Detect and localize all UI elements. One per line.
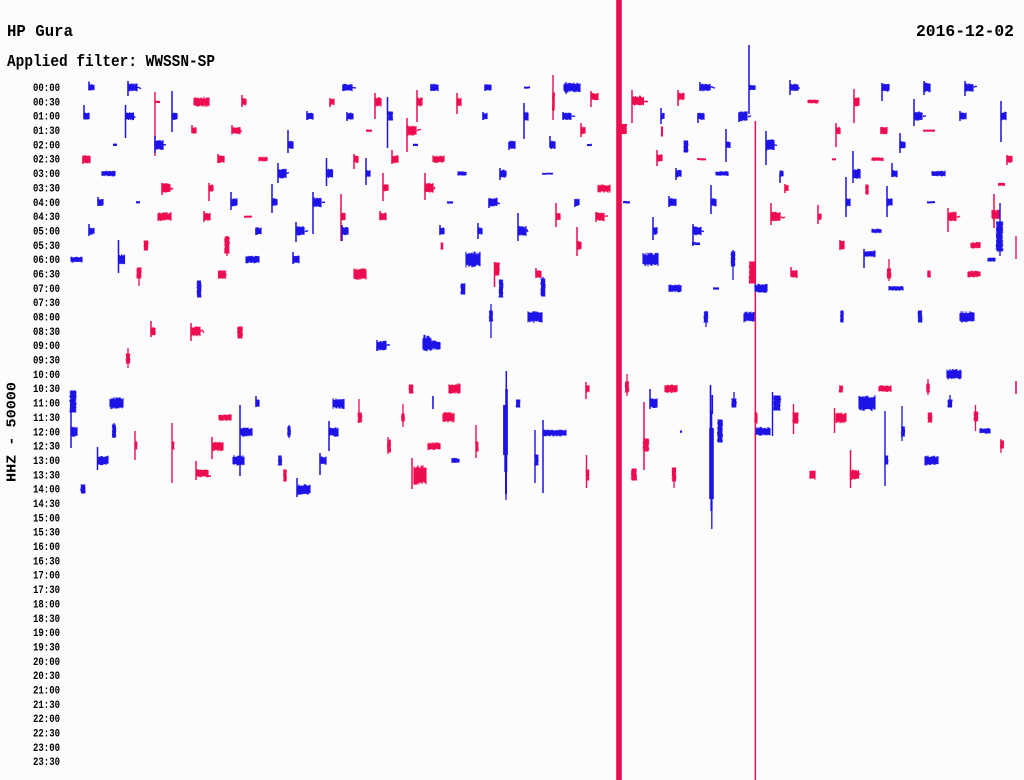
svg-text:19:00: 19:00 bbox=[33, 628, 60, 640]
svg-text:17:00: 17:00 bbox=[33, 571, 60, 583]
svg-text:05:00: 05:00 bbox=[33, 227, 60, 239]
svg-text:01:00: 01:00 bbox=[33, 112, 60, 124]
svg-text:21:30: 21:30 bbox=[33, 700, 60, 712]
svg-text:12:00: 12:00 bbox=[33, 427, 60, 439]
svg-text:08:00: 08:00 bbox=[33, 313, 60, 325]
svg-text:20:30: 20:30 bbox=[33, 671, 60, 683]
svg-text:13:00: 13:00 bbox=[33, 456, 60, 468]
svg-text:10:30: 10:30 bbox=[33, 384, 60, 396]
svg-text:03:30: 03:30 bbox=[33, 183, 60, 195]
svg-text:23:00: 23:00 bbox=[33, 743, 60, 755]
svg-text:21:00: 21:00 bbox=[33, 686, 60, 698]
svg-text:10:00: 10:00 bbox=[33, 370, 60, 382]
svg-text:16:00: 16:00 bbox=[33, 542, 60, 554]
svg-text:19:30: 19:30 bbox=[33, 643, 60, 655]
svg-text:HHZ - 50000: HHZ - 50000 bbox=[6, 382, 21, 482]
svg-text:07:30: 07:30 bbox=[33, 298, 60, 310]
svg-text:06:30: 06:30 bbox=[33, 270, 60, 282]
svg-text:12:30: 12:30 bbox=[33, 442, 60, 454]
svg-text:14:00: 14:00 bbox=[33, 485, 60, 497]
svg-text:HP Gura: HP Gura bbox=[7, 22, 73, 41]
svg-text:09:30: 09:30 bbox=[33, 356, 60, 368]
svg-text:05:30: 05:30 bbox=[33, 241, 60, 253]
svg-text:16:30: 16:30 bbox=[33, 556, 60, 568]
svg-text:11:00: 11:00 bbox=[33, 399, 60, 411]
svg-text:00:30: 00:30 bbox=[33, 97, 60, 109]
svg-text:00:00: 00:00 bbox=[33, 83, 60, 95]
svg-text:18:30: 18:30 bbox=[33, 614, 60, 626]
svg-text:09:00: 09:00 bbox=[33, 341, 60, 353]
svg-text:17:30: 17:30 bbox=[33, 585, 60, 597]
svg-text:13:30: 13:30 bbox=[33, 470, 60, 482]
svg-text:15:00: 15:00 bbox=[33, 513, 60, 525]
svg-text:18:00: 18:00 bbox=[33, 599, 60, 611]
svg-text:07:00: 07:00 bbox=[33, 284, 60, 296]
svg-text:22:30: 22:30 bbox=[33, 729, 60, 741]
svg-text:04:00: 04:00 bbox=[33, 198, 60, 210]
svg-text:03:00: 03:00 bbox=[33, 169, 60, 181]
svg-text:01:30: 01:30 bbox=[33, 126, 60, 138]
svg-text:04:30: 04:30 bbox=[33, 212, 60, 224]
svg-text:06:00: 06:00 bbox=[33, 255, 60, 267]
svg-text:2016-12-02: 2016-12-02 bbox=[916, 22, 1014, 41]
svg-text:15:30: 15:30 bbox=[33, 528, 60, 540]
svg-text:02:00: 02:00 bbox=[33, 140, 60, 152]
svg-text:22:00: 22:00 bbox=[33, 714, 60, 726]
svg-text:02:30: 02:30 bbox=[33, 155, 60, 167]
svg-text:08:30: 08:30 bbox=[33, 327, 60, 339]
svg-text:Applied filter: WWSSN-SP: Applied filter: WWSSN-SP bbox=[7, 52, 215, 71]
svg-text:14:30: 14:30 bbox=[33, 499, 60, 511]
svg-text:11:30: 11:30 bbox=[33, 413, 60, 425]
svg-text:20:00: 20:00 bbox=[33, 657, 60, 669]
svg-text:23:30: 23:30 bbox=[33, 757, 60, 769]
